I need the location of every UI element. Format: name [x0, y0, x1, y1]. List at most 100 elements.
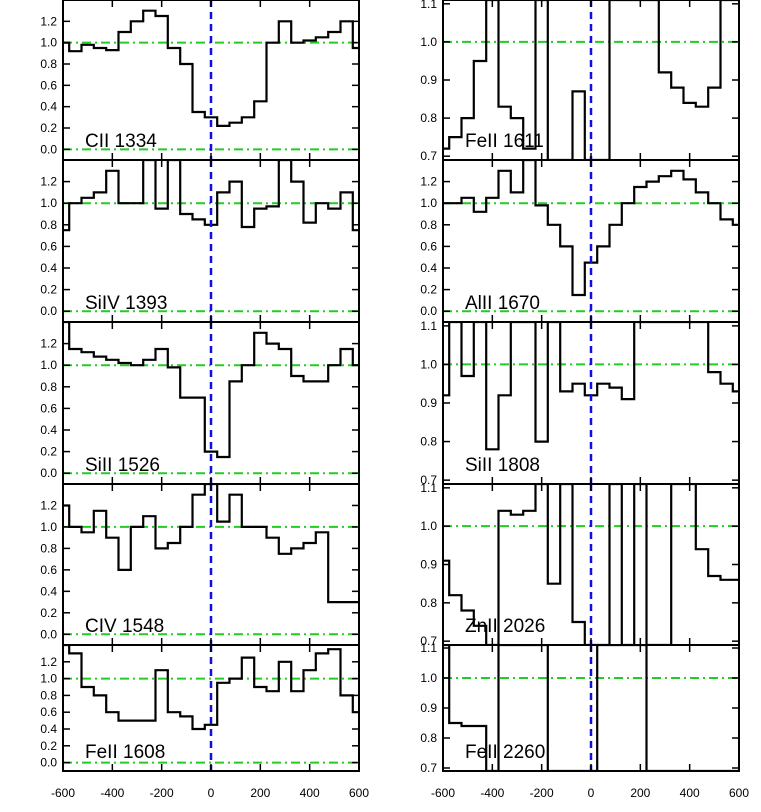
y-tick-label: 0.2	[40, 445, 57, 459]
y-tick-label: 0.6	[420, 239, 437, 253]
panel-2: 0.0 0.2 0.4 0.6 0.8 1.0 1.2 SiII 1526	[40, 321, 360, 485]
x-tick-label: -400	[100, 786, 124, 800]
y-tick-label: 0.8	[40, 57, 57, 71]
spectrum-trace	[443, 322, 739, 451]
y-tick-label: 0.4	[40, 423, 57, 437]
y-tick-label: 0.8	[420, 731, 437, 745]
y-tick-label: 0.4	[420, 261, 437, 275]
y-tick-label: 0.6	[40, 401, 57, 415]
panel-label: CII 1334	[85, 131, 157, 152]
y-tick-label: 1.2	[40, 655, 57, 669]
panel-label: SiII 1526	[85, 455, 160, 476]
x-tick-label: 200	[250, 786, 270, 800]
x-tick-label: 0	[208, 786, 215, 800]
y-tick-label: 1.0	[420, 357, 437, 371]
y-tick-label: 0.8	[40, 688, 57, 702]
x-tick-label: -600	[431, 786, 455, 800]
y-tick-label: 0.2	[40, 121, 57, 135]
y-tick-label: 1.2	[40, 337, 57, 351]
y-tick-label: 1.0	[40, 358, 57, 372]
panel-label: FeII 1611	[465, 131, 544, 152]
x-tick-label: -200	[530, 786, 554, 800]
y-tick-label: 0.4	[40, 722, 57, 736]
y-tick-label: 1.0	[40, 520, 57, 534]
y-tick-label: 0.6	[40, 705, 57, 719]
panel-4: 0.0 0.2 0.4 0.6 0.8 1.0 1.2 FeII 1608	[40, 644, 360, 772]
y-tick-label: 0.7	[420, 761, 437, 775]
y-tick-label: 0.4	[40, 261, 57, 275]
panel-label: ZnII 2026	[465, 616, 545, 637]
y-tick-label: 1.0	[420, 35, 437, 49]
panel-label: SiII 1808	[465, 455, 540, 476]
y-tick-label: 0.0	[40, 466, 57, 480]
x-tick-label: -200	[150, 786, 174, 800]
y-tick-label: 0.8	[40, 218, 57, 232]
panel-label: CIV 1548	[85, 616, 164, 637]
y-tick-label: 0.8	[40, 541, 57, 555]
x-tick-label: -600	[51, 786, 75, 800]
y-tick-label: 1.1	[420, 481, 437, 495]
y-tick-label: 1.1	[420, 319, 437, 333]
y-tick-label: 1.0	[420, 519, 437, 533]
y-tick-label: 0.8	[420, 218, 437, 232]
y-tick-label: 0.6	[40, 239, 57, 253]
spectrum-trace	[443, 0, 739, 160]
panel-label: FeII 1608	[85, 742, 165, 763]
spectrum-trace	[63, 322, 359, 459]
panel-0: 0.0 0.2 0.4 0.6 0.8 1.0 1.2 CII 1334	[40, 0, 360, 161]
y-tick-label: 1.0	[420, 671, 437, 685]
spectrum-trace	[63, 645, 359, 731]
y-tick-label: 0.0	[40, 756, 57, 770]
panel-label: AlII 1670	[465, 293, 540, 314]
x-tick-label: 400	[680, 786, 700, 800]
y-tick-label: 0.6	[40, 78, 57, 92]
y-tick-label: 1.0	[40, 36, 57, 50]
panel-1: 0.0 0.2 0.4 0.6 0.8 1.0 1.2 SiIV 1393	[40, 159, 360, 323]
y-tick-label: 1.1	[420, 0, 437, 11]
y-tick-label: 0.9	[420, 73, 437, 87]
spectrum-trace	[443, 484, 739, 645]
y-tick-label: 1.0	[420, 196, 437, 210]
y-tick-label: 1.2	[420, 175, 437, 189]
y-tick-label: 0.0	[40, 142, 57, 156]
panel-label: FeII 2260	[465, 742, 545, 763]
y-tick-label: 0.8	[420, 596, 437, 610]
panel-6: 0.0 0.2 0.4 0.6 0.8 1.0 1.2 AlII 1670	[420, 159, 740, 323]
y-tick-label: 1.0	[40, 672, 57, 686]
panel-5: 0.7 0.8 0.9 1.0 1.1 FeII 1611	[420, 0, 740, 163]
y-tick-label: 0.9	[420, 396, 437, 410]
y-tick-label: 0.7	[420, 149, 437, 163]
spectrum-trace	[63, 9, 359, 127]
y-tick-label: 0.9	[420, 701, 437, 715]
y-tick-label: 0.2	[420, 283, 437, 297]
y-tick-label: 0.8	[420, 111, 437, 125]
x-tick-label: -400	[480, 786, 504, 800]
x-tick-label: 0	[588, 786, 595, 800]
panel-3: 0.0 0.2 0.4 0.6 0.8 1.0 1.2 CIV 1548	[40, 483, 360, 646]
y-tick-label: 0.8	[420, 435, 437, 449]
y-tick-label: 0.6	[40, 563, 57, 577]
y-tick-label: 0.0	[40, 304, 57, 318]
panel-9: 0.7 0.8 0.9 1.0 1.1 FeII 2260	[420, 641, 740, 775]
y-tick-label: 1.2	[40, 175, 57, 189]
y-tick-label: 1.0	[40, 196, 57, 210]
y-tick-label: 1.1	[420, 641, 437, 655]
spectrum-trace	[443, 645, 739, 771]
spectrum-trace	[63, 160, 359, 232]
x-tick-label: 400	[300, 786, 320, 800]
x-tick-label: 600	[349, 786, 369, 800]
panel-7: 0.7 0.8 0.9 1.0 1.1 SiII 1808	[420, 319, 740, 487]
y-tick-label: 0.7	[420, 634, 437, 648]
x-tick-label: 200	[630, 786, 650, 800]
y-tick-label: 0.2	[40, 739, 57, 753]
x-tick-label: 600	[729, 786, 749, 800]
y-tick-label: 0.4	[40, 584, 57, 598]
y-tick-label: 0.2	[40, 283, 57, 297]
panel-8: 0.7 0.8 0.9 1.0 1.1 ZnII 2026	[420, 481, 740, 648]
panel-label: SiIV 1393	[85, 293, 167, 314]
y-tick-label: 1.2	[40, 498, 57, 512]
y-tick-label: 0.0	[40, 627, 57, 641]
y-tick-label: 0.4	[40, 100, 57, 114]
